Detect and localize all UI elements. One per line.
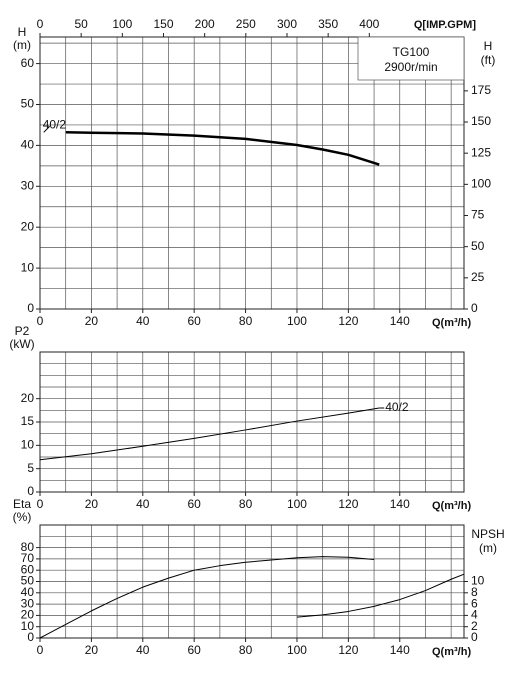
- y2-tick-label: 25: [471, 270, 485, 284]
- x2-tick-label: 200: [195, 17, 215, 31]
- y-tick-label: 10: [21, 438, 35, 452]
- y2-tick-label: 50: [471, 239, 485, 253]
- x-tick-label: 100: [287, 314, 307, 328]
- y2-tick-label: 125: [471, 145, 491, 159]
- x-tick-label: 140: [390, 497, 410, 511]
- y-tick-label: 20: [21, 219, 35, 233]
- y-tick-label: 10: [21, 260, 35, 274]
- y-axis-label: (%): [13, 510, 32, 524]
- curve: [39, 556, 375, 639]
- y-tick-label: 30: [21, 178, 35, 192]
- y-axis-label: Eta: [13, 497, 31, 511]
- chart-subtitle: 2900r/min: [384, 60, 437, 74]
- y-axis-label: P2: [15, 324, 30, 338]
- x-tick-label: 0: [37, 314, 44, 328]
- x-axis-label: Q(m³/h): [432, 646, 471, 658]
- x2-tick-label: 150: [153, 17, 173, 31]
- y-axis-label: (kW): [9, 337, 34, 351]
- x2-tick-label: 350: [318, 17, 338, 31]
- x2-tick-label: 0: [37, 17, 44, 31]
- curve: [296, 573, 465, 618]
- x-tick-label: 120: [338, 314, 358, 328]
- curve: [65, 131, 380, 166]
- y2-tick-label: 2: [471, 619, 478, 633]
- x-tick-label: 60: [188, 314, 202, 328]
- x-tick-label: 100: [287, 643, 307, 657]
- plot-frame: [39, 36, 465, 310]
- x-tick-label: 80: [239, 497, 253, 511]
- y2-tick-label: 0: [471, 301, 478, 315]
- y2-tick-label: 4: [471, 608, 478, 622]
- y-tick-label: 60: [21, 562, 35, 576]
- y-tick-label: 10: [21, 619, 35, 633]
- y-tick-label: 60: [21, 56, 35, 70]
- x-tick-label: 40: [136, 314, 150, 328]
- y-tick-label: 15: [21, 414, 35, 428]
- y-tick-label: 0: [27, 630, 34, 644]
- x-tick-label: 0: [37, 497, 44, 511]
- title-box: [357, 36, 465, 81]
- x-tick-label: 20: [85, 643, 99, 657]
- x-tick-label: 80: [239, 643, 253, 657]
- x-tick-label: 100: [287, 497, 307, 511]
- y-axis-label: H: [18, 25, 27, 39]
- x-tick-label: 20: [85, 314, 99, 328]
- chart-title: TG100: [393, 45, 430, 59]
- y2-tick-label: 8: [471, 585, 478, 599]
- series-leader: [43, 125, 51, 133]
- x-tick-label: 60: [188, 497, 202, 511]
- x-axis-label: Q(m³/h): [432, 317, 471, 329]
- x-tick-label: 60: [188, 643, 202, 657]
- y2-axis-label: NPSH: [471, 527, 504, 541]
- curve: [39, 407, 380, 461]
- y-tick-label: 20: [21, 608, 35, 622]
- y-tick-label: 0: [27, 301, 34, 315]
- y-tick-label: 70: [21, 551, 35, 565]
- y-tick-label: 50: [21, 574, 35, 588]
- y2-tick-label: 0: [471, 630, 478, 644]
- x2-axis-label: Q[IMP.GPM]: [414, 19, 476, 31]
- x-tick-label: 0: [37, 643, 44, 657]
- x-tick-label: 40: [136, 643, 150, 657]
- y2-axis-label: (ft): [481, 53, 496, 67]
- y2-tick-label: 175: [471, 83, 491, 97]
- x2-tick-label: 400: [359, 17, 379, 31]
- x2-tick-label: 250: [236, 17, 256, 31]
- y-tick-label: 5: [27, 461, 34, 475]
- y-tick-label: 40: [21, 138, 35, 152]
- y-tick-label: 40: [21, 585, 35, 599]
- y2-tick-label: 6: [471, 596, 478, 610]
- x-tick-label: 40: [136, 497, 150, 511]
- y-tick-label: 50: [21, 97, 35, 111]
- y-tick-label: 0: [27, 484, 34, 498]
- x-tick-label: 140: [390, 314, 410, 328]
- y2-tick-label: 100: [471, 177, 491, 191]
- x-tick-label: 80: [239, 314, 253, 328]
- y-tick-label: 20: [21, 391, 35, 405]
- x-tick-label: 120: [338, 643, 358, 657]
- y-tick-label: 30: [21, 596, 35, 610]
- y-axis-label: (m): [13, 38, 31, 52]
- x2-tick-label: 100: [112, 17, 132, 31]
- x2-tick-label: 300: [277, 17, 297, 31]
- y2-axis-label: H: [484, 39, 493, 53]
- x2-tick-label: 50: [74, 17, 88, 31]
- series-label: 40/2: [43, 117, 67, 131]
- y2-tick-label: 75: [471, 208, 485, 222]
- series-label: 40/2: [385, 400, 409, 414]
- x-axis-label: Q(m³/h): [432, 500, 471, 512]
- y2-tick-label: 150: [471, 114, 491, 128]
- y2-axis-label: (m): [479, 541, 497, 555]
- x-tick-label: 140: [390, 643, 410, 657]
- x-tick-label: 120: [338, 497, 358, 511]
- y2-tick-label: 10: [471, 574, 485, 588]
- y-tick-label: 80: [21, 540, 35, 554]
- x-tick-label: 20: [85, 497, 99, 511]
